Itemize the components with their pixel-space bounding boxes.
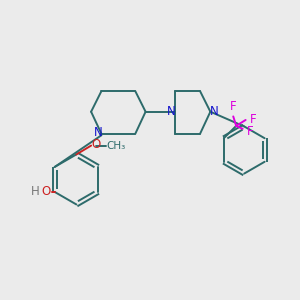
Text: N: N (167, 105, 176, 118)
Text: CH₃: CH₃ (106, 141, 126, 151)
Text: O: O (92, 139, 101, 152)
Text: N: N (94, 126, 102, 139)
Text: N: N (209, 105, 218, 118)
Text: F: F (247, 125, 253, 138)
Text: F: F (230, 100, 237, 113)
Text: H: H (31, 185, 40, 199)
Text: O: O (41, 185, 50, 198)
Text: F: F (250, 113, 256, 127)
